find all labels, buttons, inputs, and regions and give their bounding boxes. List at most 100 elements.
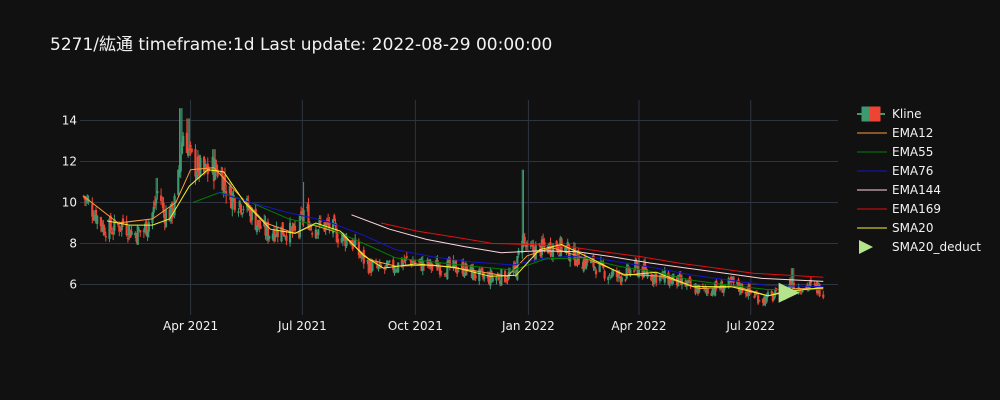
line-ema76 [217, 191, 824, 288]
candle-body [618, 271, 621, 276]
x-axis: Apr 2021 Jul 2021 Oct 2021 Jan 2022 Apr 2022… [163, 319, 775, 333]
candle-body [264, 221, 267, 236]
x-tick-label: Apr 2021 [163, 319, 218, 333]
legend[interactable]: Kline EMA12 EMA55 EMA76 EMA144 EMA169 SMA20 SMA… [857, 106, 981, 254]
candle-body [360, 256, 363, 258]
candle-body [632, 270, 636, 272]
candle-body [216, 169, 219, 177]
candle-body [687, 280, 690, 284]
candle-body [207, 169, 211, 172]
candle-body [655, 273, 658, 284]
candle-body [469, 265, 472, 270]
candle-body [479, 269, 482, 271]
legend-item-kline[interactable]: Kline [857, 106, 922, 122]
candle-body [696, 285, 700, 294]
candle-body [352, 242, 356, 246]
candle-body [766, 292, 770, 297]
candle-body [195, 174, 198, 179]
candle-body [189, 144, 192, 148]
candle-body [188, 148, 191, 151]
candle-body [185, 132, 188, 153]
candle-body [91, 203, 94, 217]
candle-body [403, 259, 406, 263]
candle-body [500, 268, 503, 286]
legend-label: SMA20_deduct [892, 240, 981, 254]
candle-body [474, 275, 477, 279]
candle-body [720, 281, 723, 290]
candle-body [384, 264, 388, 267]
candle-body [456, 270, 459, 274]
candle-body [678, 274, 681, 276]
candle-body [325, 219, 329, 222]
candle-body [220, 170, 223, 175]
candle-body [340, 238, 343, 243]
candle-body [258, 219, 261, 228]
candle-body [603, 271, 606, 279]
candle-body [770, 290, 773, 294]
candle-body [737, 279, 740, 289]
candle-body [155, 198, 158, 204]
candle-body [550, 252, 553, 256]
candle-body [119, 227, 122, 230]
candle-body [755, 293, 759, 295]
grid [80, 100, 838, 315]
candle-body [483, 275, 486, 279]
candle-body [411, 261, 415, 263]
candle-body [465, 266, 469, 272]
candle-body [814, 284, 817, 287]
candle-body [629, 269, 632, 276]
candle-body [487, 275, 491, 284]
legend-label: SMA20 [892, 221, 933, 235]
candle-body [300, 211, 303, 214]
legend-item-ema76[interactable]: EMA76 [857, 164, 933, 178]
candle-body [121, 218, 125, 224]
candle-body [228, 186, 231, 194]
candle-body [598, 262, 601, 273]
candle-body [335, 228, 338, 242]
candle-body [196, 156, 200, 173]
legend-item-sma20[interactable]: SMA20 [857, 221, 933, 235]
candle-body [712, 291, 716, 293]
candle-body [558, 255, 561, 257]
candle-body [173, 195, 176, 216]
candle-body [788, 279, 792, 289]
candle-body [147, 222, 150, 232]
candle-body [190, 148, 193, 152]
candle-body [392, 259, 395, 271]
candle-body [430, 262, 433, 269]
candle-body [480, 267, 483, 271]
candle-body [215, 163, 218, 170]
candle-body [694, 286, 697, 294]
legend-item-sma20_deduct[interactable]: SMA20_deduct [859, 240, 981, 254]
candle-body [702, 286, 706, 289]
candle-body [593, 266, 596, 269]
candle-body [316, 232, 319, 236]
candle-body [438, 266, 442, 275]
candle-body [612, 270, 615, 275]
legend-item-ema12[interactable]: EMA12 [857, 126, 933, 140]
candle-body [715, 280, 718, 289]
candle-body [222, 176, 225, 196]
candle-body [206, 163, 209, 175]
candle-body [255, 225, 259, 232]
candle-body [731, 279, 734, 281]
candle-body [818, 284, 821, 297]
candle-body [306, 207, 309, 209]
legend-item-ema55[interactable]: EMA55 [857, 145, 933, 159]
candle-body [248, 207, 251, 211]
candle-body [695, 286, 698, 292]
candle-body [230, 188, 233, 209]
candle-body [636, 264, 639, 276]
candle-body [607, 277, 610, 281]
candle-body [718, 286, 722, 290]
candle-body [581, 266, 584, 269]
legend-item-ema169[interactable]: EMA169 [857, 202, 941, 216]
candle-body [447, 260, 450, 263]
candle-body [85, 197, 88, 201]
candle-body [473, 270, 476, 278]
candle-body [754, 294, 757, 296]
candle-body [82, 195, 85, 197]
legend-item-ema144[interactable]: EMA144 [857, 183, 941, 197]
candle-body [532, 243, 535, 252]
candle-body [721, 284, 724, 293]
